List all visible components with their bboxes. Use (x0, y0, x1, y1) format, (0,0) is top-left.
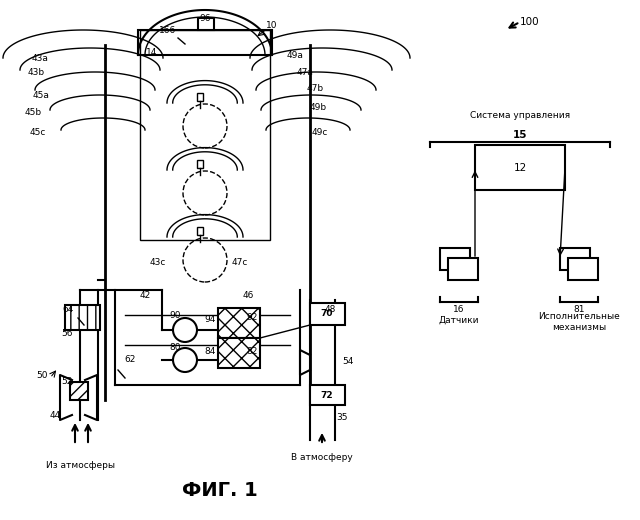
Text: 47a: 47a (296, 68, 314, 76)
Text: 44: 44 (49, 410, 61, 420)
Text: 92: 92 (246, 314, 258, 322)
Bar (197, 93, 203, 101)
Bar (448, 258, 478, 280)
Text: Из атмосферы: Из атмосферы (45, 461, 115, 470)
Text: 52: 52 (61, 378, 73, 386)
Text: 94: 94 (204, 316, 216, 324)
Text: 54: 54 (342, 358, 354, 367)
Bar (70, 382, 88, 400)
Bar (197, 160, 203, 168)
Text: 14: 14 (147, 47, 157, 57)
Bar (440, 248, 470, 270)
Text: 47c: 47c (232, 257, 248, 267)
Text: 43c: 43c (150, 257, 166, 267)
Bar (218, 338, 260, 368)
Text: 45a: 45a (33, 90, 50, 99)
Bar (560, 248, 590, 270)
Bar (138, 30, 272, 55)
Text: 10: 10 (266, 20, 278, 30)
Text: 82: 82 (246, 347, 258, 357)
Text: Система управления: Система управления (470, 111, 570, 120)
Text: 16: 16 (453, 306, 465, 315)
Bar (475, 145, 565, 190)
Text: 166: 166 (159, 25, 177, 34)
Bar (310, 385, 345, 405)
Text: 56: 56 (61, 329, 73, 337)
Text: 47b: 47b (307, 84, 324, 93)
Text: Исполнительные
механизмы: Исполнительные механизмы (538, 313, 620, 332)
Text: 43a: 43a (32, 54, 49, 62)
Text: 49c: 49c (312, 127, 328, 137)
Text: 90: 90 (169, 310, 180, 319)
Text: 46: 46 (243, 291, 253, 300)
Bar (310, 303, 345, 325)
Text: 70: 70 (321, 309, 333, 318)
Text: 100: 100 (520, 17, 540, 27)
Bar (568, 258, 598, 280)
Text: 43b: 43b (28, 68, 45, 76)
Text: 35: 35 (336, 413, 348, 422)
Bar (65, 305, 100, 330)
Text: 80: 80 (169, 344, 180, 353)
Bar (140, 30, 270, 240)
Circle shape (173, 348, 197, 372)
Text: В атмосферу: В атмосферу (291, 453, 353, 462)
Text: 42: 42 (140, 291, 150, 300)
Text: Датчики: Датчики (439, 316, 479, 324)
Text: 84: 84 (204, 347, 216, 357)
Text: ФИГ. 1: ФИГ. 1 (182, 480, 258, 500)
Bar (198, 18, 214, 30)
Bar (197, 227, 203, 235)
Text: 81: 81 (573, 306, 585, 315)
Text: 49b: 49b (309, 102, 326, 111)
Text: 45b: 45b (25, 108, 42, 116)
Text: 50: 50 (36, 370, 48, 380)
Text: 15: 15 (513, 130, 527, 140)
Text: 45c: 45c (30, 127, 46, 137)
Text: 64: 64 (62, 306, 74, 315)
Text: 72: 72 (321, 392, 333, 400)
Text: 96: 96 (199, 14, 211, 22)
Text: 62: 62 (124, 356, 136, 365)
Text: 48: 48 (325, 306, 337, 315)
Circle shape (173, 318, 197, 342)
Text: 49a: 49a (287, 50, 303, 59)
Bar (218, 308, 260, 338)
Text: 12: 12 (513, 163, 527, 173)
